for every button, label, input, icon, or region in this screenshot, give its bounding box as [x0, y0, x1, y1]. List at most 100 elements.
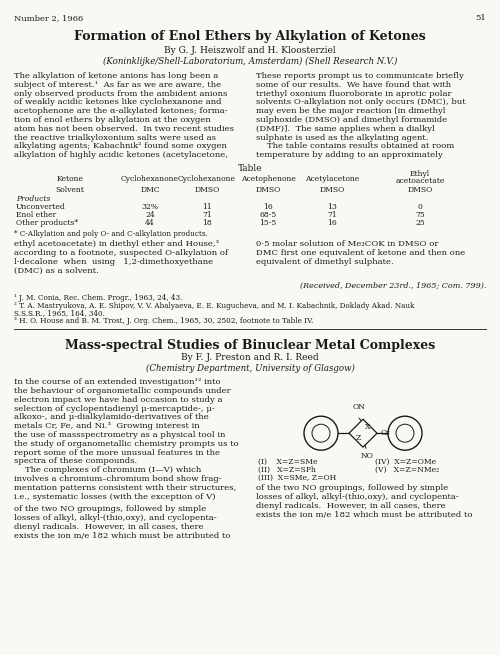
Text: alkoxo-, and μ-dialkylamido-derivatives of the: alkoxo-, and μ-dialkylamido-derivatives …	[14, 413, 209, 421]
Text: 11: 11	[202, 203, 212, 211]
Text: DMSO: DMSO	[320, 186, 344, 194]
Text: losses of alkyl, alkyl-(thio,oxy), and cyclopenta-: losses of alkyl, alkyl-(thio,oxy), and c…	[256, 493, 459, 501]
Text: i.e., systematic losses (with the exception of V): i.e., systematic losses (with the except…	[14, 493, 215, 500]
Text: the use of massspectrometry as a physical tool in: the use of massspectrometry as a physica…	[14, 431, 226, 439]
Text: (III)  X=SMe, Z=OH: (III) X=SMe, Z=OH	[258, 474, 336, 482]
Text: of the two NO groupings, followed by simple: of the two NO groupings, followed by sim…	[14, 506, 206, 514]
Text: losses of alkyl, alkyl-(thio,oxy), and cyclopenta-: losses of alkyl, alkyl-(thio,oxy), and c…	[14, 514, 217, 522]
Text: (V)   X=Z=NMe₂: (V) X=Z=NMe₂	[375, 466, 439, 474]
Text: DMC: DMC	[140, 186, 160, 194]
Text: alkylating agents; Kabachnik² found some oxygen: alkylating agents; Kabachnik² found some…	[14, 142, 227, 151]
Text: the reactive trialkyloxonium salts were used as: the reactive trialkyloxonium salts were …	[14, 134, 216, 141]
Text: Other products*: Other products*	[16, 219, 78, 227]
Text: 44: 44	[145, 219, 155, 227]
Text: 71: 71	[327, 211, 337, 219]
Text: Table: Table	[238, 164, 262, 173]
Text: exists the ion m/e 182 which must be attributed to: exists the ion m/e 182 which must be att…	[256, 511, 472, 519]
Text: triethyl oxonium fluoroborate in aprotic polar: triethyl oxonium fluoroborate in aprotic…	[256, 90, 452, 98]
Text: 15-5: 15-5	[260, 219, 276, 227]
Text: Products: Products	[16, 195, 50, 203]
Text: alkylation of highly acidic ketones (acetylacetone,: alkylation of highly acidic ketones (ace…	[14, 151, 228, 159]
Text: DMSO: DMSO	[408, 186, 432, 194]
Text: Cr: Cr	[380, 429, 390, 437]
Text: (Received, December 23rd., 1965; Com. 799).: (Received, December 23rd., 1965; Com. 79…	[300, 281, 486, 290]
Text: Unconverted: Unconverted	[16, 203, 66, 211]
Text: ethyl acetoacetate) in diethyl ether and House,³: ethyl acetoacetate) in diethyl ether and…	[14, 240, 219, 248]
Text: The alkylation of ketone anions has long been a: The alkylation of ketone anions has long…	[14, 72, 218, 80]
Text: Z: Z	[356, 434, 360, 442]
Text: DMSO: DMSO	[194, 186, 220, 194]
Text: (Chemistry Department, University of Glasgow): (Chemistry Department, University of Gla…	[146, 364, 354, 373]
Text: (DMF)].  The same applies when a dialkyl: (DMF)]. The same applies when a dialkyl	[256, 125, 435, 133]
Text: l-decalone  when  using   1,2-dimethoxyethane: l-decalone when using 1,2-dimethoxyethan…	[14, 257, 213, 265]
Text: of the two NO groupings, followed by simple: of the two NO groupings, followed by sim…	[256, 484, 448, 492]
Text: subject of interest.¹  As far as we are aware, the: subject of interest.¹ As far as we are a…	[14, 81, 221, 89]
Text: (I)    X=Z=SMe: (I) X=Z=SMe	[258, 458, 318, 466]
Text: mentation patterns consistent with their structures,: mentation patterns consistent with their…	[14, 484, 236, 492]
Text: according to a footnote, suspected O-alkylation of: according to a footnote, suspected O-alk…	[14, 249, 228, 257]
Text: 32%: 32%	[142, 203, 158, 211]
Text: atom has not been observed.  In two recent studies: atom has not been observed. In two recen…	[14, 125, 234, 133]
Text: The complexes of chromium (I—V) which: The complexes of chromium (I—V) which	[14, 466, 201, 474]
Text: In the course of an extended investigation¹² into: In the course of an extended investigati…	[14, 378, 220, 386]
Text: some of our results.  We have found that with: some of our results. We have found that …	[256, 81, 451, 89]
Text: dienyl radicals.  However, in all cases, there: dienyl radicals. However, in all cases, …	[14, 523, 203, 531]
Text: temperature by adding to an approximately: temperature by adding to an approximatel…	[256, 151, 443, 159]
Text: 71: 71	[202, 211, 212, 219]
Text: Ethyl: Ethyl	[410, 170, 430, 178]
Text: spectra of these compounds.: spectra of these compounds.	[14, 457, 137, 466]
Text: Enol ether: Enol ether	[16, 211, 56, 219]
Text: ² T. A. Mastryukova, A. E. Shipov, V. V. Abalyaeva, E. E. Kugucheva, and M. I. K: ² T. A. Mastryukova, A. E. Shipov, V. V.…	[14, 302, 414, 310]
Text: ¹ J. M. Conia, Rec. Chem. Progr., 1963, 24, 43.: ¹ J. M. Conia, Rec. Chem. Progr., 1963, …	[14, 294, 182, 302]
Text: 16: 16	[263, 203, 273, 211]
Text: 68-5: 68-5	[260, 211, 276, 219]
Text: NO: NO	[360, 452, 374, 460]
Text: DMC first one equivalent of ketone and then one: DMC first one equivalent of ketone and t…	[256, 249, 465, 257]
Text: sulphoxide (DMSO) and dimethyl formamide: sulphoxide (DMSO) and dimethyl formamide	[256, 116, 448, 124]
Text: 24: 24	[145, 211, 155, 219]
Text: report some of the more unusual features in the: report some of the more unusual features…	[14, 449, 220, 457]
Text: ³ H. O. House and B. M. Trost, J. Org. Chem., 1965, 30, 2502, footnote to Table : ³ H. O. House and B. M. Trost, J. Org. C…	[14, 317, 314, 325]
Text: selection of cyclopentadienyl μ-mercaptide-, μ-: selection of cyclopentadienyl μ-mercapti…	[14, 405, 215, 413]
Text: Cyclohexanone: Cyclohexanone	[121, 175, 179, 183]
Text: Acetophenone: Acetophenone	[240, 175, 296, 183]
Text: These reports prompt us to communicate briefly: These reports prompt us to communicate b…	[256, 72, 464, 80]
Text: 13: 13	[327, 203, 337, 211]
Text: Ketone: Ketone	[56, 175, 84, 183]
Text: acetophenone are the α-alkylated ketones; forma-: acetophenone are the α-alkylated ketones…	[14, 107, 228, 115]
Text: By G. J. Heiszwolf and H. Kloosterziel: By G. J. Heiszwolf and H. Kloosterziel	[164, 46, 336, 55]
Text: metals Cr, Fe, and Ni.³  Growing interest in: metals Cr, Fe, and Ni.³ Growing interest…	[14, 422, 200, 430]
Text: 75: 75	[415, 211, 425, 219]
Text: (DMC) as a solvent.: (DMC) as a solvent.	[14, 267, 99, 274]
Text: (Koninklijke/Shell-Laboratorium, Amsterdam) (Shell Research N.V.): (Koninklijke/Shell-Laboratorium, Amsterd…	[103, 57, 397, 66]
Text: Acetylacetone: Acetylacetone	[305, 175, 359, 183]
Text: X: X	[366, 423, 370, 431]
Text: tion of enol ethers by alkylation at the oxygen: tion of enol ethers by alkylation at the…	[14, 116, 211, 124]
Text: (II)   X=Z=SPh: (II) X=Z=SPh	[258, 466, 316, 474]
Text: 51: 51	[475, 14, 486, 22]
Text: The table contains results obtained at room: The table contains results obtained at r…	[256, 142, 454, 151]
Text: 18: 18	[202, 219, 212, 227]
Text: S.S.S.R., 1965, 164, 340.: S.S.S.R., 1965, 164, 340.	[14, 309, 105, 317]
Text: the study of organometallic chemistry prompts us to: the study of organometallic chemistry pr…	[14, 440, 239, 448]
Text: Cyclohexanone: Cyclohexanone	[178, 175, 236, 183]
Text: * C-Alkylation and poly O- and C-alkylation products.: * C-Alkylation and poly O- and C-alkylat…	[14, 230, 208, 238]
Text: sulphate is used as the alkylating agent.: sulphate is used as the alkylating agent…	[256, 134, 428, 141]
Text: involves a chromium–chromium bond show frag-: involves a chromium–chromium bond show f…	[14, 475, 222, 483]
Text: By F. J. Preston and R. I. Reed: By F. J. Preston and R. I. Reed	[181, 353, 319, 362]
Text: exists the ion m/e 182 which must be attributed to: exists the ion m/e 182 which must be att…	[14, 532, 230, 540]
Text: 25: 25	[415, 219, 425, 227]
Text: of weakly acidic ketones like cyclohexanone and: of weakly acidic ketones like cyclohexan…	[14, 98, 222, 106]
Text: 0·5 molar solution of Me₃COK in DMSO or: 0·5 molar solution of Me₃COK in DMSO or	[256, 240, 438, 248]
Text: ON: ON	[352, 403, 366, 411]
Text: equivalent of dimethyl sulphate.: equivalent of dimethyl sulphate.	[256, 257, 394, 265]
Text: Mass-spectral Studies of Binuclear Metal Complexes: Mass-spectral Studies of Binuclear Metal…	[65, 339, 435, 352]
Text: Number 2, 1966: Number 2, 1966	[14, 14, 83, 22]
Text: electron impact we have had occasion to study a: electron impact we have had occasion to …	[14, 396, 222, 403]
Text: DMSO: DMSO	[256, 186, 280, 194]
Text: dienyl radicals.  However, in all cases, there: dienyl radicals. However, in all cases, …	[256, 502, 446, 510]
Text: the behaviour of organometallic compounds under: the behaviour of organometallic compound…	[14, 387, 230, 395]
Text: (IV)  X=Z=OMe: (IV) X=Z=OMe	[375, 458, 436, 466]
Text: may even be the major reaction [in dimethyl: may even be the major reaction [in dimet…	[256, 107, 446, 115]
Text: acetoacetate: acetoacetate	[396, 177, 444, 185]
